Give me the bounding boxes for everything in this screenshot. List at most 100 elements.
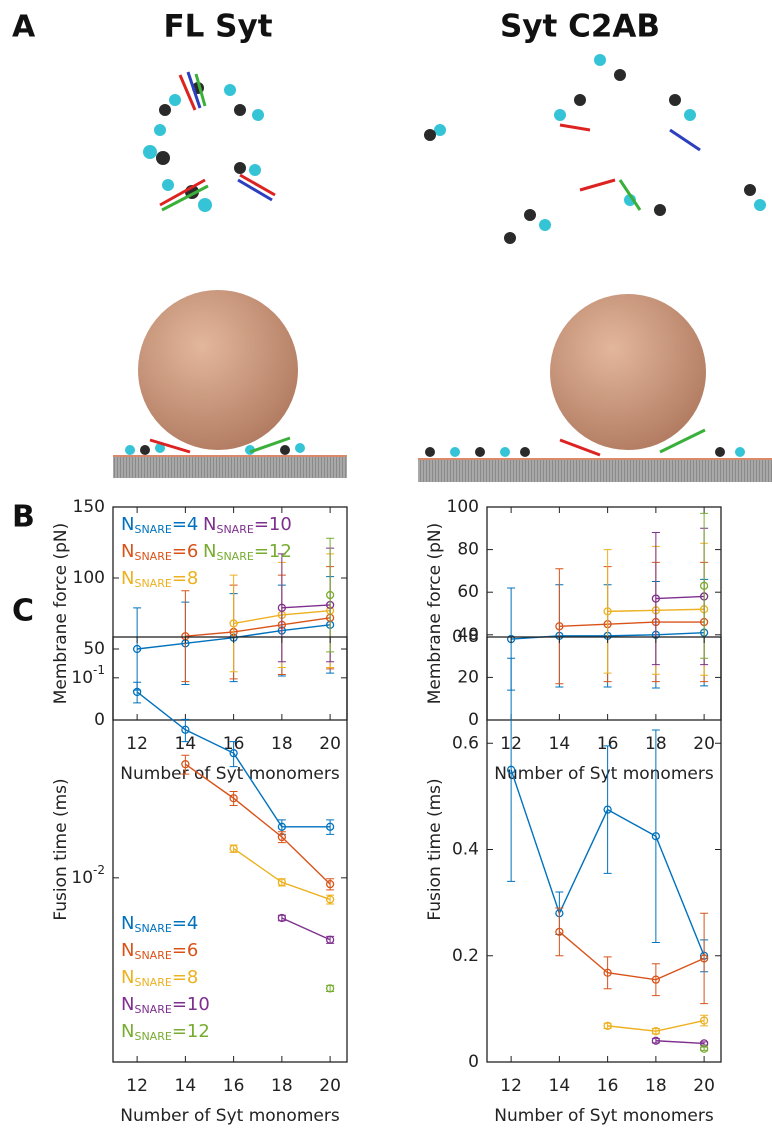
y-tick-label: 50 [83, 639, 105, 659]
x-tick-label: 16 [597, 734, 619, 754]
data-point [555, 622, 564, 631]
panel-label: C [12, 594, 34, 629]
simulation-render-left [113, 71, 347, 478]
data-point [181, 725, 190, 734]
error-bar [651, 963, 660, 997]
data-point [651, 1027, 661, 1036]
data-point [132, 644, 142, 654]
error-bar [277, 553, 286, 663]
data-point [229, 794, 238, 803]
x-axis-title: Number of Syt monomers [494, 1106, 714, 1126]
data-point [651, 832, 661, 841]
data-point [277, 878, 287, 887]
x-tick-label: 16 [597, 1076, 619, 1096]
y-tick-label: 0 [468, 710, 479, 730]
legend-label: NSNARE=8 [121, 568, 198, 590]
error-bar [181, 590, 190, 683]
y-tick-label: 100 [447, 497, 479, 517]
error-bar [133, 681, 142, 704]
series-line [655, 1040, 705, 1045]
legend-label: NSNARE=12 [203, 541, 292, 563]
error-bar [326, 537, 335, 653]
y-axis-title: Membrane force (pN) [425, 523, 445, 705]
y-tick-label: 0 [468, 1052, 479, 1072]
error-bar [229, 741, 238, 768]
panel-label: A [12, 10, 36, 45]
legend-label: NSNARE=6 [121, 541, 198, 563]
error-bar [603, 745, 612, 874]
error-bar [700, 512, 709, 659]
data-point [325, 984, 335, 993]
data-point [555, 927, 564, 936]
series-line [558, 931, 705, 981]
y-tick-label: 0.2 [452, 946, 479, 966]
data-point [229, 749, 238, 758]
y-tick-label: 0.4 [452, 840, 479, 860]
data-point [229, 844, 238, 853]
x-axis-title: Number of Syt monomers [120, 1106, 340, 1126]
x-axis-title: Number of Syt monomers [494, 764, 714, 784]
data-point [277, 603, 287, 612]
data-point [603, 968, 612, 977]
x-tick-label: 20 [693, 734, 715, 754]
data-point [603, 805, 612, 814]
panel-title: Syt C2AB [500, 9, 660, 45]
x-tick-label: 12 [500, 1076, 522, 1096]
error-bar [507, 657, 516, 882]
y-tick-label: 0.8 [452, 627, 479, 647]
data-point [277, 822, 287, 831]
panel-label: B [12, 500, 35, 535]
plot-frame [112, 506, 348, 721]
series-line [184, 763, 331, 885]
series-line [185, 617, 331, 637]
series-line [655, 595, 705, 600]
error-bar [603, 956, 612, 990]
data-point [325, 935, 335, 944]
data-point [277, 913, 287, 923]
series-line [281, 917, 331, 941]
error-bar [229, 791, 238, 806]
data-point [277, 832, 287, 842]
x-tick-label: 20 [693, 1076, 715, 1096]
series-line [281, 604, 331, 609]
plot-frame [486, 506, 722, 721]
legend-label: NSNARE=6 [121, 940, 198, 962]
simulation-render-right [418, 54, 772, 482]
data-point [699, 954, 709, 963]
data-point [325, 895, 335, 904]
series-line [233, 848, 331, 901]
error-bar [700, 912, 709, 1005]
x-axis-title: Number of Syt monomers [120, 764, 340, 784]
plot-frame [112, 636, 348, 1063]
x-tick-label: 18 [271, 734, 293, 754]
y-tick-label: 20 [457, 667, 479, 687]
data-point [132, 687, 142, 697]
x-tick-label: 14 [549, 1076, 571, 1096]
legend-label: NSNARE=4 [121, 514, 198, 536]
legend-label: NSNARE=12 [121, 1021, 210, 1043]
data-point [603, 1021, 612, 1031]
legend-label: NSNARE=8 [121, 967, 198, 989]
series-line [559, 621, 705, 627]
data-point [651, 594, 661, 603]
y-tick-label: 0.6 [452, 733, 479, 753]
y-axis-title: Fusion time (ms) [425, 778, 445, 920]
y-tick-label: 10-1 [71, 662, 105, 688]
data-point [506, 765, 516, 774]
x-tick-label: 18 [271, 1076, 293, 1096]
y-tick-label: 150 [73, 497, 105, 517]
data-point [651, 975, 661, 984]
data-point [699, 581, 709, 590]
x-tick-label: 12 [126, 734, 148, 754]
error-bar [181, 754, 190, 775]
y-axis-title: Fusion time (ms) [51, 778, 71, 920]
x-tick-label: 20 [319, 734, 341, 754]
x-tick-label: 14 [175, 734, 197, 754]
data-point [699, 1044, 709, 1053]
error-bar [181, 718, 190, 743]
data-point [699, 1016, 709, 1025]
panel-title: FL Syt [163, 9, 272, 45]
y-tick-label: 0 [94, 710, 105, 730]
plot-frame [486, 636, 722, 1063]
